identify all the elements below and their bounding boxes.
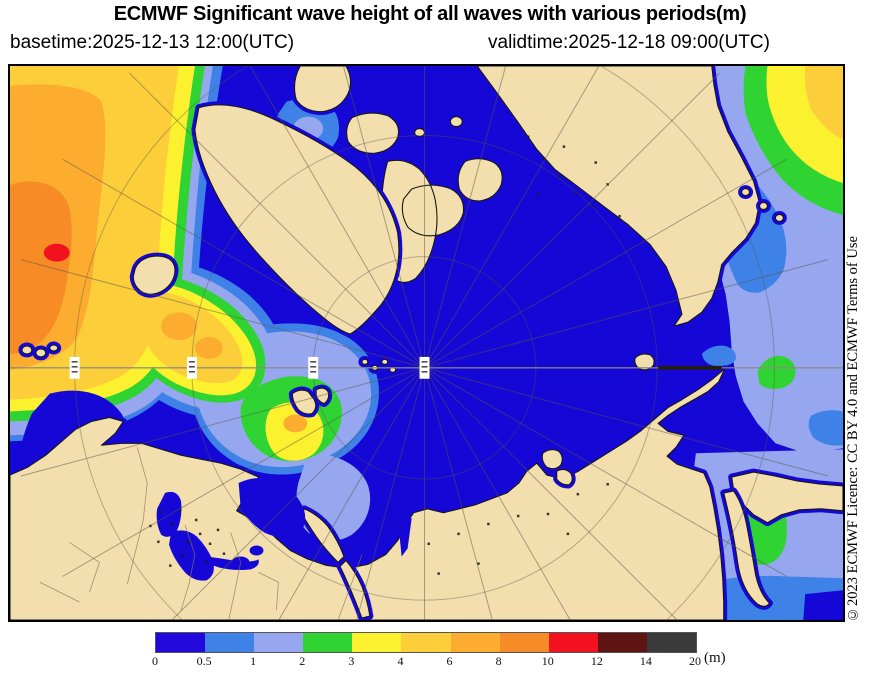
colorbar-tick-label: 0.5 xyxy=(196,654,212,668)
colorbar-tick-label: 10 xyxy=(541,654,554,668)
atlantic-wave-bands xyxy=(10,66,379,541)
wave-height-map xyxy=(8,64,845,622)
basetime-label: basetime:2025-12-13 12:00(UTC) xyxy=(10,32,295,53)
colorbar-tick-label: 20 xyxy=(689,654,701,668)
map-canvas xyxy=(10,66,843,620)
atlantic-storm-red-core xyxy=(43,243,70,262)
colorbar-tick-label: 6 xyxy=(446,654,453,668)
colorbar-segment xyxy=(156,633,206,652)
inland-seas xyxy=(156,478,412,581)
colorbar-tick-label: 2 xyxy=(299,654,306,668)
page-title: ECMWF Significant wave height of all wav… xyxy=(113,3,747,25)
colorbar-segment xyxy=(401,633,451,652)
colorbar-tick-label: 0 xyxy=(152,654,158,668)
colorbar-segment xyxy=(548,633,598,652)
colorbar-tick-label: 14 xyxy=(639,654,652,668)
colorbar-segments xyxy=(155,632,697,653)
colorbar-tick-label: 12 xyxy=(590,654,603,668)
colorbar-tick-label: 3 xyxy=(348,654,355,668)
colorbar-tick-label: 4 xyxy=(397,654,404,668)
lake-speckles xyxy=(149,135,621,575)
colorbar-segment xyxy=(254,633,304,652)
colorbar-legend: 0 0.5 1 2 3 4 6 8 10 12 14 20 (m) xyxy=(152,632,726,668)
validtime-label: validtime:2025-12-18 09:00(UTC) xyxy=(488,32,770,53)
copyright-notice: ©2023 ECMWF Licence: CC BY 4.0 and ECMWF… xyxy=(845,236,861,622)
colorbar-tick-label: 8 xyxy=(495,654,502,668)
colorbar-segment xyxy=(352,633,402,652)
colorbar-units-label: (m) xyxy=(704,650,726,666)
colorbar-segment xyxy=(450,633,500,652)
colorbar-segment xyxy=(597,633,647,652)
colorbar-segment xyxy=(205,633,255,652)
colorbar-tick-label: 1 xyxy=(250,654,257,668)
colorbar-segment xyxy=(646,633,697,652)
colorbar-segment xyxy=(303,633,353,652)
colorbar-segment xyxy=(499,633,549,652)
country-borders xyxy=(39,447,363,620)
